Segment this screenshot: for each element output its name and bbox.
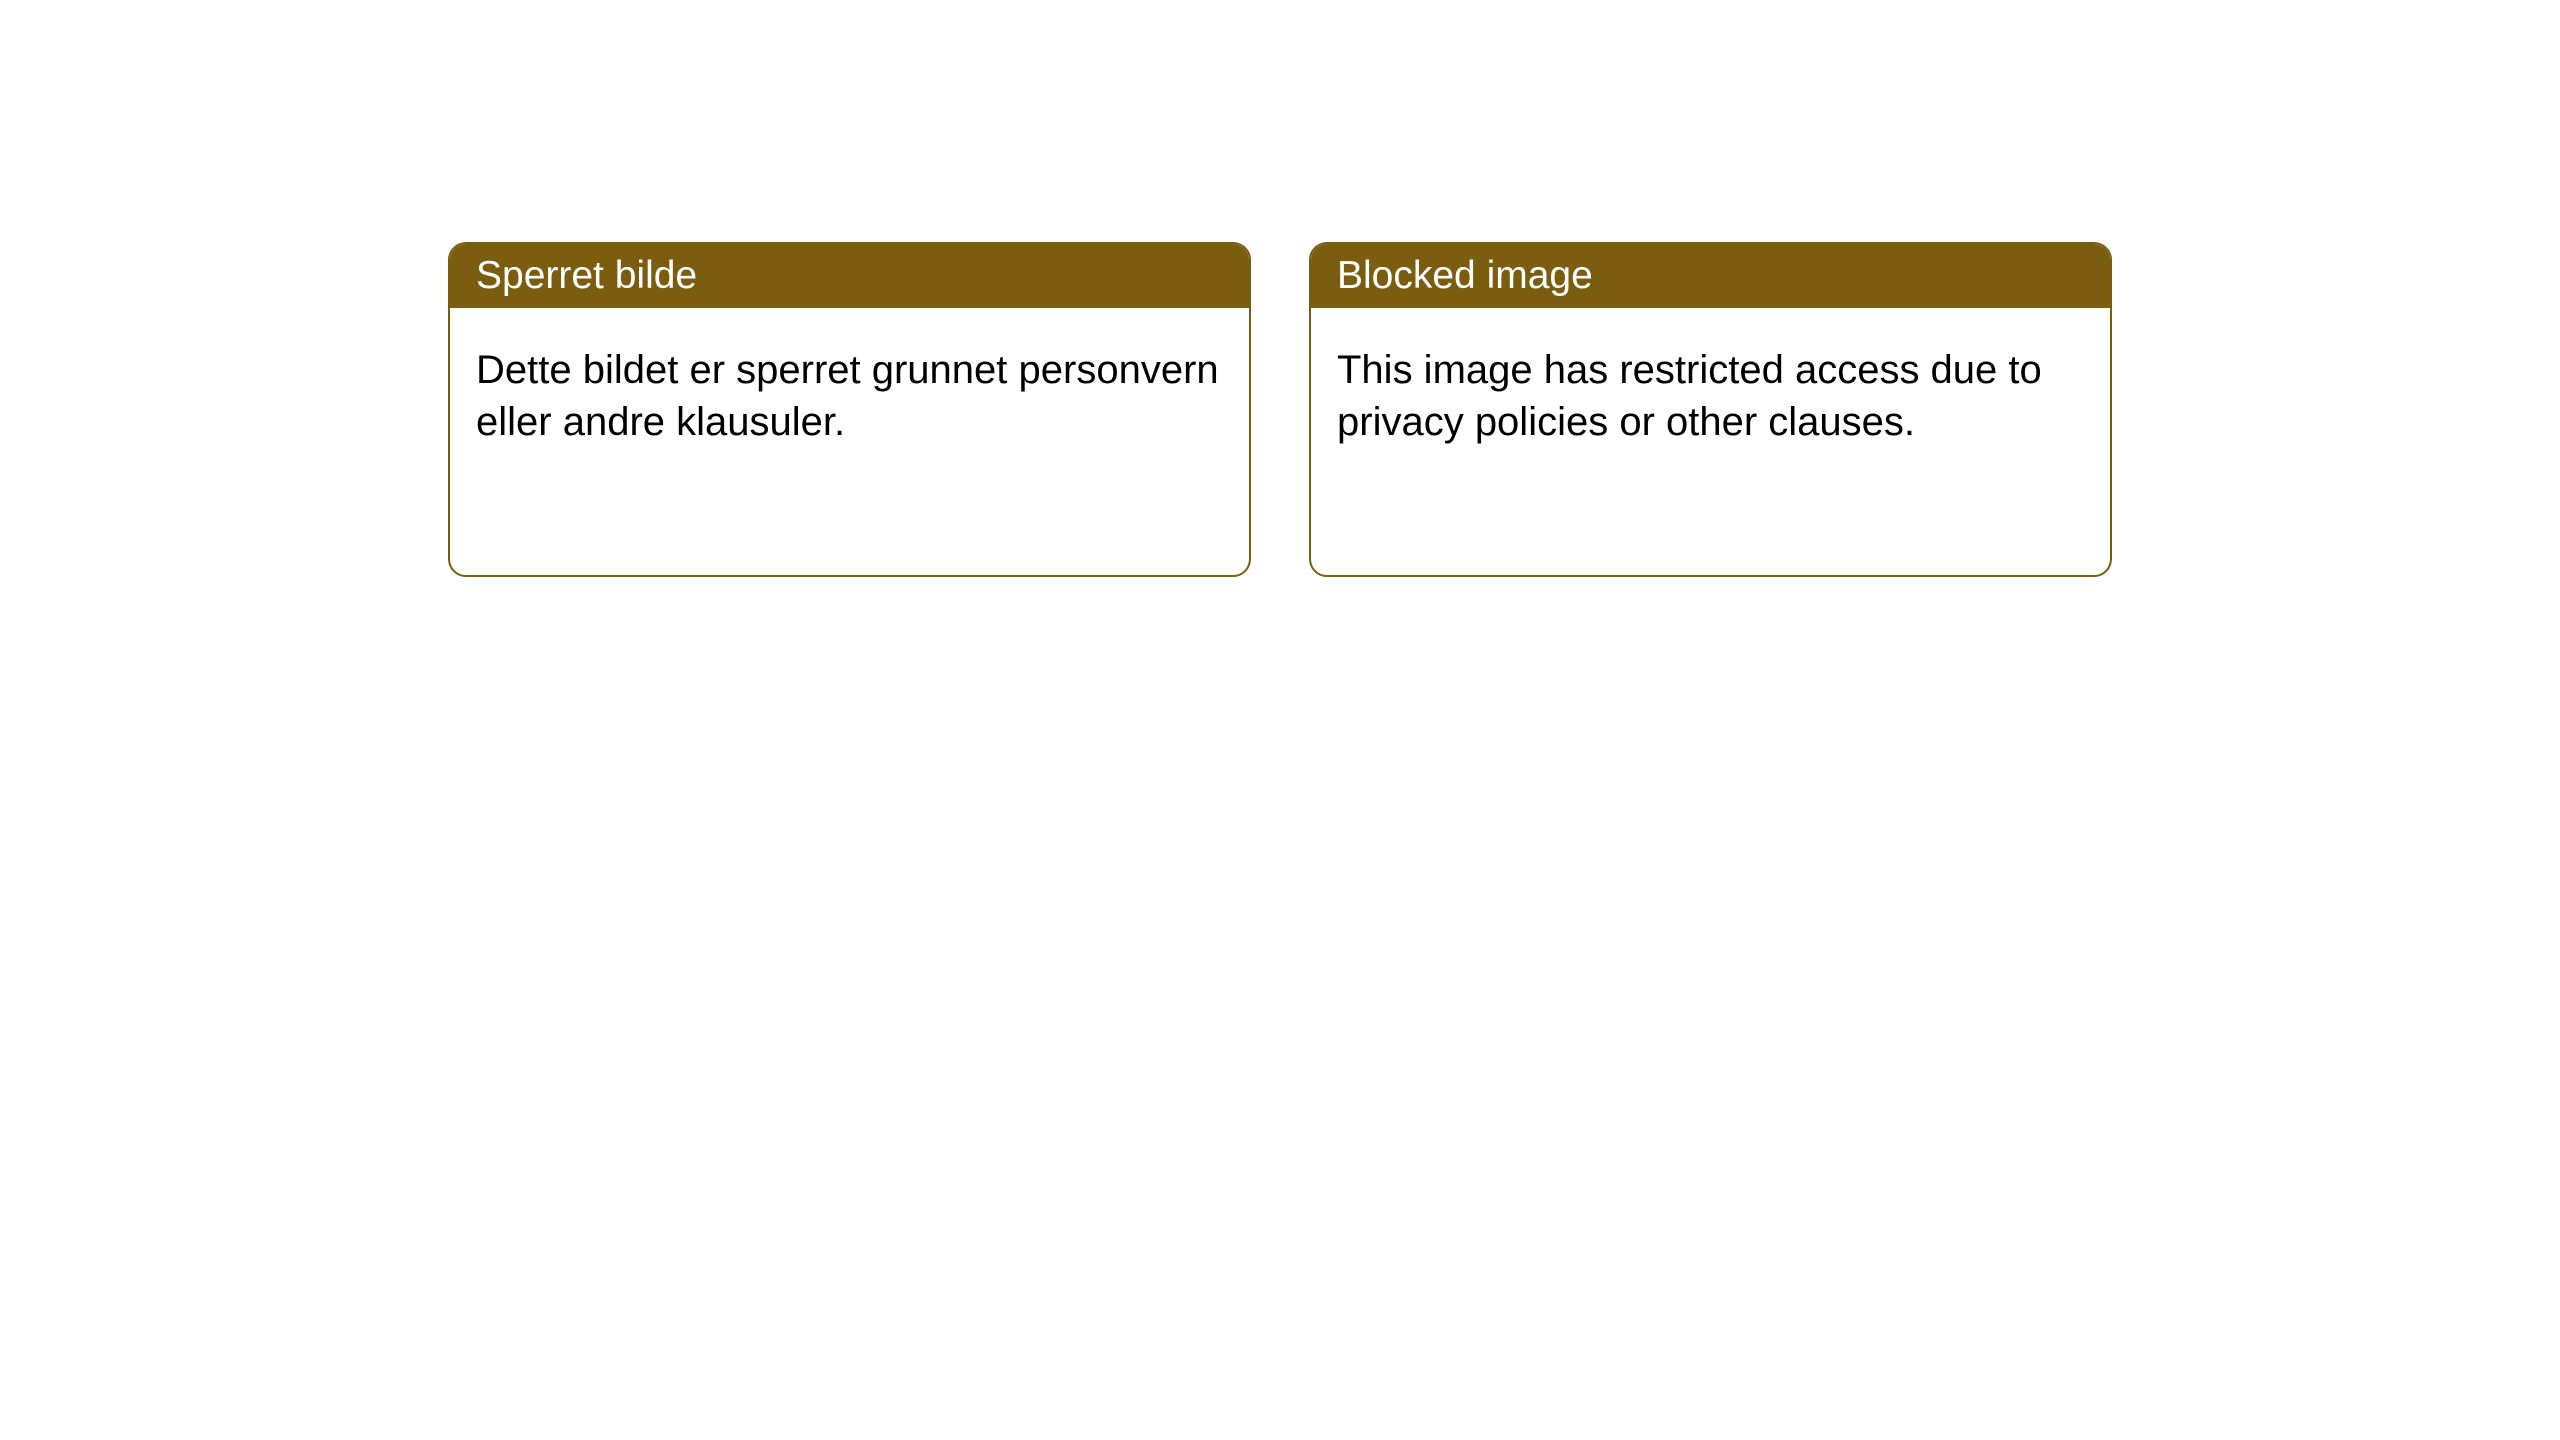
card-header: Sperret bilde	[450, 244, 1249, 308]
cards-container: Sperret bilde Dette bildet er sperret gr…	[0, 0, 2560, 577]
card-body: Dette bildet er sperret grunnet personve…	[450, 308, 1249, 484]
blocked-image-card-english: Blocked image This image has restricted …	[1309, 242, 2112, 577]
card-body: This image has restricted access due to …	[1311, 308, 2110, 484]
blocked-image-card-norwegian: Sperret bilde Dette bildet er sperret gr…	[448, 242, 1251, 577]
card-header-text: Blocked image	[1337, 254, 1593, 297]
card-header: Blocked image	[1311, 244, 2110, 308]
card-body-text: This image has restricted access due to …	[1337, 348, 2042, 444]
card-header-text: Sperret bilde	[476, 254, 697, 297]
card-body-text: Dette bildet er sperret grunnet personve…	[476, 348, 1219, 444]
